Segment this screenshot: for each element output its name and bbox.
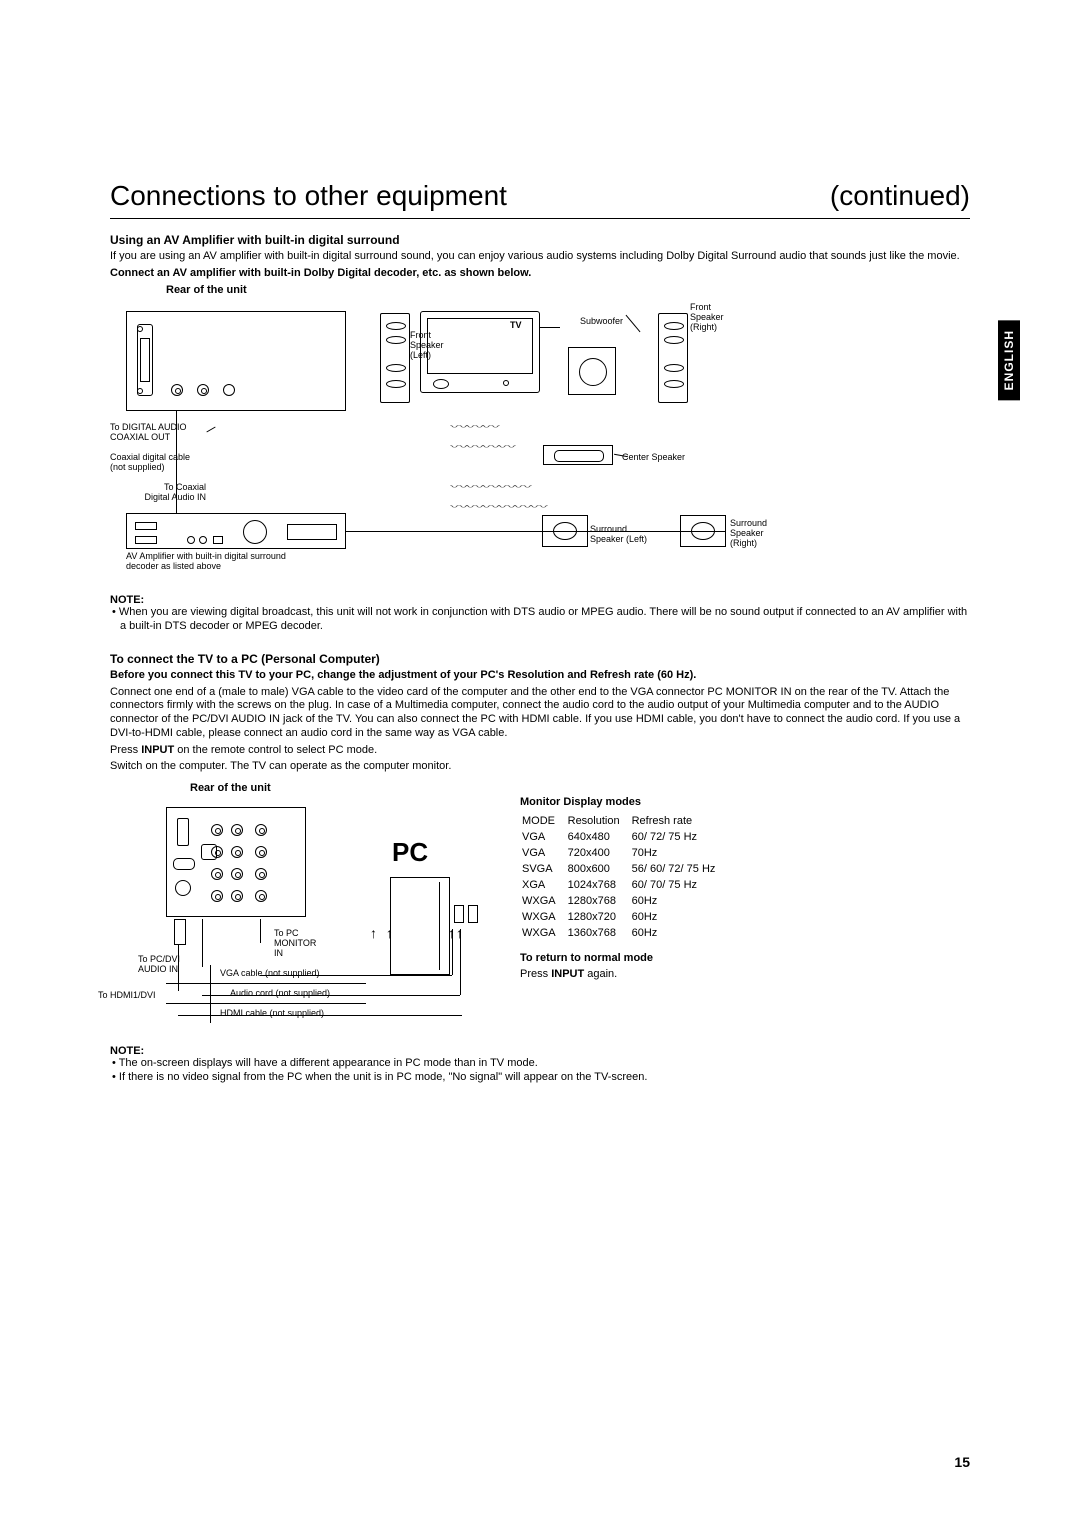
- label-to-pcdvi: To PC/DVI AUDIO IN: [138, 955, 180, 975]
- amp-caption: AV Amplifier with built-in digital surro…: [126, 551, 286, 571]
- title-right: (continued): [830, 180, 970, 212]
- table-row: WXGA1360x76860Hz: [522, 926, 725, 940]
- label-front-left: Front Speaker (Left): [410, 331, 444, 361]
- section2-switch: Switch on the computer. The TV can opera…: [110, 760, 970, 774]
- jack-icon: [223, 384, 235, 396]
- note2a-text: • The on-screen displays will have a dif…: [110, 1057, 970, 1071]
- label-center: Center Speaker: [622, 453, 685, 463]
- jack-icon: [197, 384, 209, 396]
- table-row: MODE Resolution Refresh rate: [522, 814, 725, 828]
- label-surround-left: Surround Speaker (Left): [590, 525, 647, 545]
- label-vga-cable: VGA cable (not supplied): [220, 969, 320, 979]
- note1-text: • When you are viewing digital broadcast…: [110, 606, 970, 634]
- pc-port-icon: [468, 905, 478, 923]
- tv-rear-panel: [126, 311, 346, 411]
- section1-intro: If you are using an AV amplifier with bu…: [110, 250, 970, 264]
- note2b-text: • If there is no video signal from the P…: [110, 1071, 970, 1085]
- pc-port-icon: [454, 905, 464, 923]
- return-text: Press INPUT again.: [520, 968, 727, 982]
- table-row: SVGA800x60056/ 60/ 72/ 75 Hz: [522, 862, 725, 876]
- label-to-hdmi: To HDMI1/DVI: [98, 991, 156, 1001]
- front-speaker-left-icon: [380, 313, 410, 403]
- note-label-2: NOTE:: [110, 1045, 970, 1057]
- label-digital-audio: To DIGITAL AUDIO COAXIAL OUT: [110, 423, 187, 443]
- rear-label-2: Rear of the unit: [190, 782, 480, 796]
- page-title: Connections to other equipment (continue…: [110, 180, 970, 219]
- section2-press1: Press INPUT on the remote control to sel…: [110, 744, 970, 758]
- section2-before: Before you connect this TV to your PC, c…: [110, 669, 970, 683]
- label-front-right: Front Speaker (Right): [690, 303, 724, 333]
- label-subwoofer: Subwoofer: [580, 317, 623, 327]
- modes-table: MODE Resolution Refresh rate VGA640x4806…: [520, 812, 727, 942]
- jack-icon: [171, 384, 183, 396]
- table-row: XGA1024x76860/ 70/ 75 Hz: [522, 878, 725, 892]
- pc-case-icon: [390, 877, 450, 975]
- note-label-1: NOTE:: [110, 594, 970, 606]
- label-to-coax: To Coaxial Digital Audio IN: [110, 483, 206, 503]
- label-coax-cable: Coaxial digital cable (not supplied): [110, 453, 190, 473]
- table-row: VGA640x48060/ 72/ 75 Hz: [522, 830, 725, 844]
- modes-title: Monitor Display modes: [520, 796, 727, 808]
- amplifier-box: [126, 513, 346, 549]
- language-tab: ENGLISH: [998, 320, 1020, 400]
- diagram-pc-connection: PC ↑ ↑ ↑ ↑ To PC MONITOR IN To PC/DVI AU…: [110, 799, 480, 1039]
- label-to-pc-monitor: To PC MONITOR IN: [274, 929, 316, 959]
- surround-left-icon: [542, 515, 588, 547]
- label-hdmi-cable: HDMI cable (not supplied): [220, 1009, 324, 1019]
- table-row: WXGA1280x72060Hz: [522, 910, 725, 924]
- surround-right-icon: [680, 515, 726, 547]
- title-left: Connections to other equipment: [110, 180, 507, 212]
- page-number: 15: [954, 1454, 970, 1470]
- section2-title: To connect the TV to a PC (Personal Comp…: [110, 652, 970, 666]
- tv-rear-panel-2: [166, 807, 306, 917]
- section1-connect: Connect an AV amplifier with built-in Do…: [110, 267, 970, 281]
- table-row: VGA720x40070Hz: [522, 846, 725, 860]
- front-speaker-right-icon: [658, 313, 688, 403]
- label-surround-right: Surround Speaker (Right): [730, 519, 767, 549]
- return-title: To return to normal mode: [520, 952, 727, 964]
- section2-body: Connect one end of a (male to male) VGA …: [110, 686, 970, 741]
- center-speaker-icon: [543, 445, 613, 465]
- subwoofer-icon: [568, 347, 616, 395]
- label-tv: TV: [510, 321, 522, 331]
- rear-label-1: Rear of the unit: [166, 284, 970, 298]
- pc-label: PC: [392, 837, 428, 868]
- section1-title: Using an AV Amplifier with built-in digi…: [110, 233, 970, 247]
- label-audio-cord: Audio cord (not supplied): [230, 989, 330, 999]
- table-row: WXGA1280x76860Hz: [522, 894, 725, 908]
- diagram-av-amplifier: AV Amplifier with built-in digital surro…: [110, 303, 850, 588]
